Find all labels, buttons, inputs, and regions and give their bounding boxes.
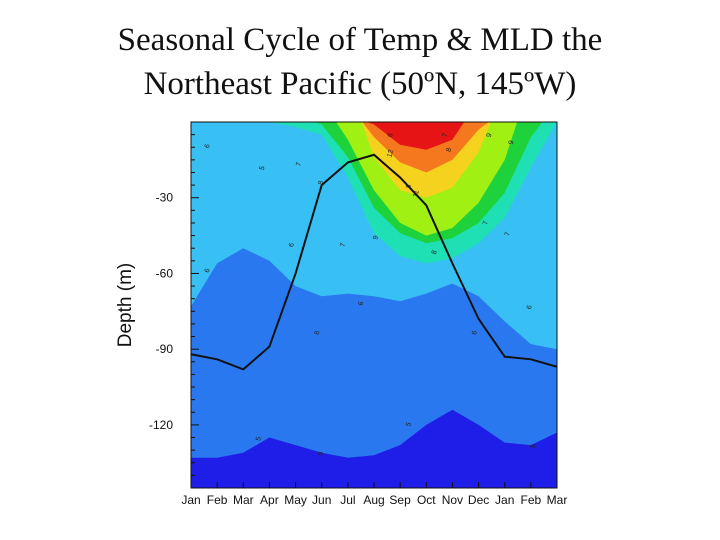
contour-label: 9 [372, 235, 380, 241]
y-axis-label: Depth (m) [115, 263, 136, 347]
y-axis: -30 -60 -90 -120 [149, 121, 199, 476]
contour-label: 9 [508, 140, 516, 146]
contour-label: 6 [204, 268, 212, 274]
contour-label: 5 [405, 422, 413, 428]
contour-label: 5 [317, 451, 325, 457]
contour-labels: 6 5 7 8 8 6 7 9 9 8 8 12 11 7 9 7 7 6 8 6 6 6 6 5 5 5 5 [204, 132, 537, 456]
contour-label: 5 [255, 436, 263, 442]
y-tick-label: -60 [156, 266, 174, 280]
x-tick-label: Aug [363, 493, 384, 507]
contour-label: 6 [358, 301, 366, 307]
x-tick-label: May [284, 493, 307, 507]
contour-label: 8 [314, 330, 322, 336]
x-tick-label: Mar [547, 493, 568, 507]
contour-label: 11 [412, 189, 421, 198]
x-tick-label: Sep [389, 493, 411, 507]
chart-title: Seasonal Cycle of Temp & MLD the Northea… [0, 18, 720, 106]
contour-label: 5 [530, 444, 538, 450]
mld-line-group [191, 153, 557, 371]
contour-label: 6 [387, 132, 395, 138]
contour-label: 6 [471, 330, 479, 336]
contour-label: 6 [204, 143, 212, 149]
x-tick-label: Jan [181, 493, 200, 507]
x-tick-label: Feb [521, 493, 542, 507]
x-tick-label: Oct [417, 493, 436, 507]
x-tick-label: Jan [495, 493, 514, 507]
contour-label: 7 [339, 242, 347, 248]
contour-label: 6 [526, 304, 534, 310]
mld-line [191, 153, 557, 371]
temp-band-13 [366, 122, 465, 150]
y-tick-label: -30 [156, 191, 174, 205]
contour-label: 6 [288, 242, 296, 248]
x-tick-label: Jul [340, 493, 355, 507]
chart-title-line-2: Northeast Pacific (50ºN, 145ºW) [143, 66, 577, 102]
contour-label: 8 [405, 184, 413, 190]
chart-title-line-1: Seasonal Cycle of Temp & MLD the [117, 22, 603, 58]
contour-label: 8 [446, 147, 454, 153]
contour-label: 7 [442, 132, 450, 138]
x-tick-label: Nov [442, 493, 463, 507]
contour-label: 7 [504, 231, 512, 237]
contour-label: 7 [482, 220, 490, 226]
x-tick-label: Dec [468, 493, 489, 507]
y-tick-label: -120 [149, 418, 173, 432]
x-tick-label: Jun [312, 493, 331, 507]
contour-label: 12 [386, 149, 395, 158]
contour-label: 9 [486, 132, 494, 138]
x-tick-label: Apr [260, 493, 279, 507]
x-tick-label: Feb [207, 493, 228, 507]
contour-label: 7 [295, 162, 303, 168]
y-tick-label: -90 [156, 342, 174, 356]
temperature-contour-fills [191, 122, 557, 488]
contour-label: 8 [431, 250, 439, 256]
contour-label: 5 [259, 165, 267, 171]
temp-band-14 [390, 122, 437, 130]
x-axis: Jan Feb Mar Apr May Jun Jul Aug Sep Oct Nov Dec Jan F… [181, 482, 567, 507]
contour-label: 8 [317, 180, 325, 186]
x-tick-label: Mar [233, 493, 254, 507]
